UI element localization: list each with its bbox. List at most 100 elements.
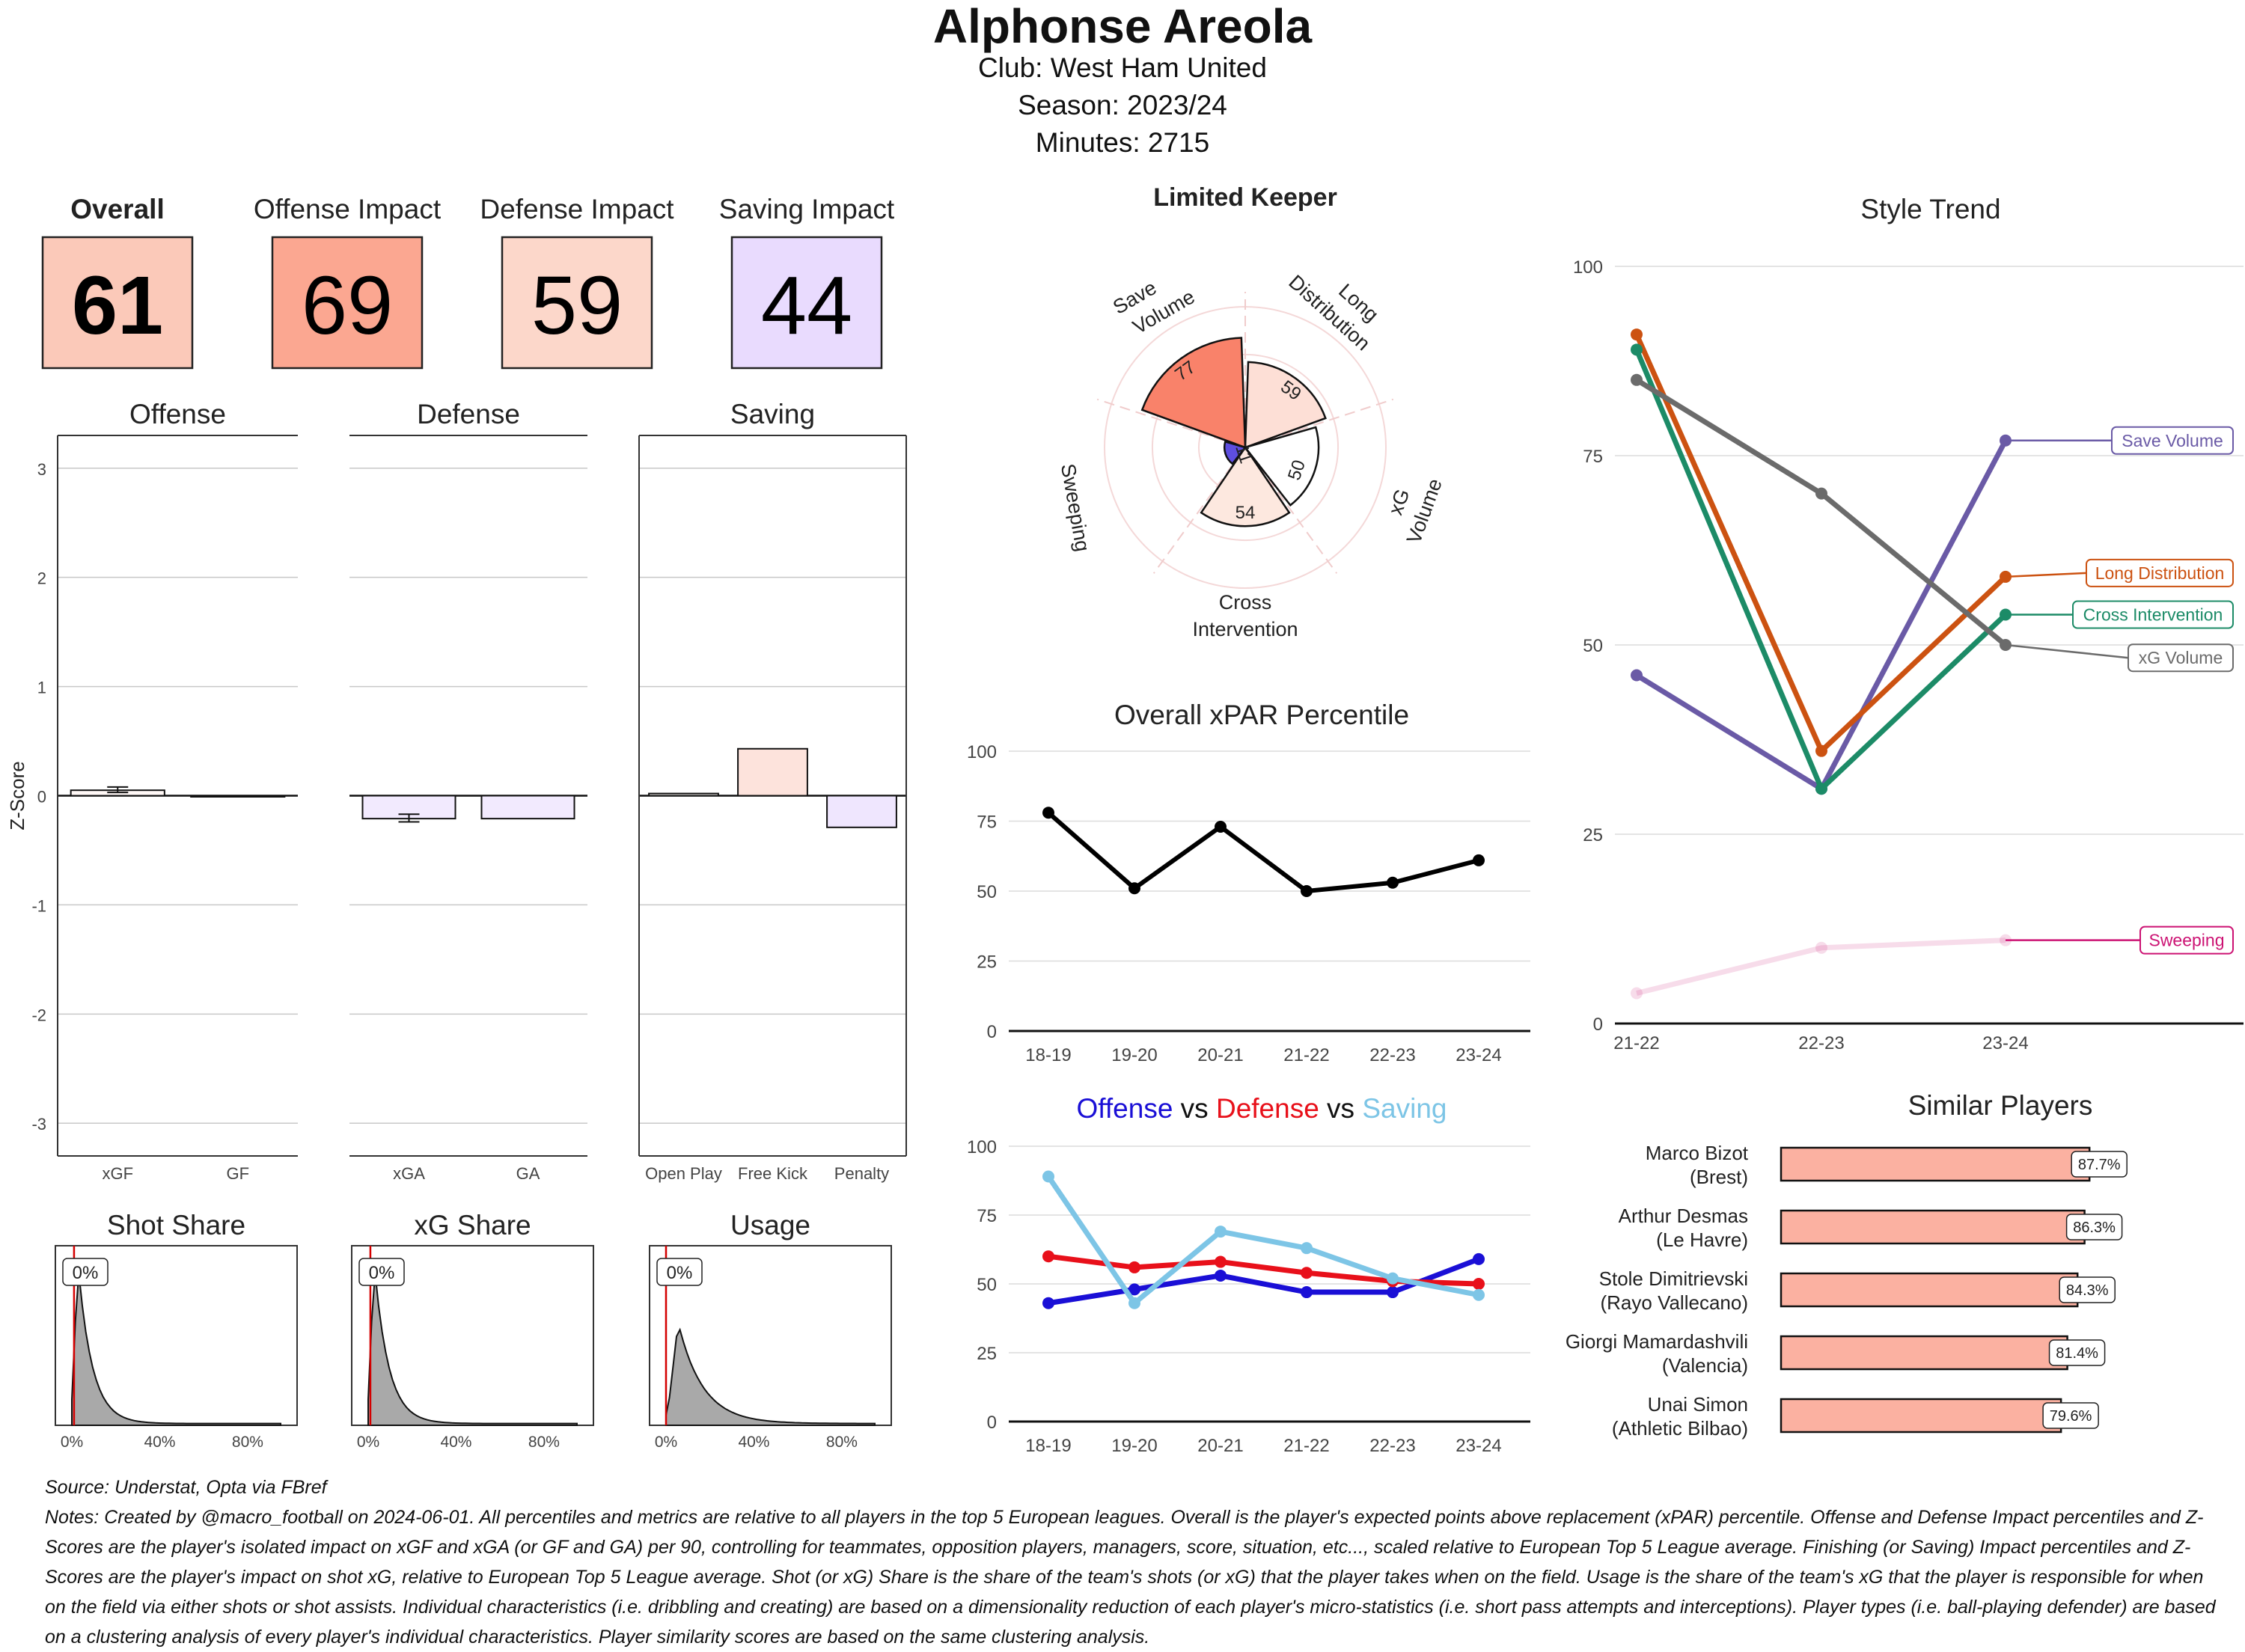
line-x-tick: 23-24 — [1456, 1436, 1501, 1456]
similar-title: Similar Players — [1908, 1090, 2093, 1121]
score-label: Offense Impact — [254, 194, 442, 224]
line-x-tick: 20-21 — [1197, 1045, 1243, 1065]
radar-axis-label: Cross Intervention — [1192, 591, 1298, 640]
score-value: 59 — [531, 260, 623, 352]
ovd-title-part: Defense — [1209, 1093, 1319, 1124]
ovd-point — [1473, 1278, 1485, 1290]
radar-axis-word: Intervention — [1192, 618, 1298, 640]
style-series-label: Save Volume — [2122, 431, 2223, 450]
density-label-box — [656, 1258, 703, 1286]
ovd-point — [1301, 1286, 1313, 1299]
density-label-box — [358, 1258, 405, 1286]
similar-label: 81.4% — [2056, 1345, 2098, 1362]
ovd-title-part: Offense — [1077, 1093, 1173, 1124]
methodology-notes: Notes: Created by @macro_football on 202… — [45, 1507, 2216, 1648]
xpar-point — [1473, 854, 1485, 866]
line-y-tick: 0 — [987, 1022, 997, 1042]
ovd-point — [1301, 1267, 1313, 1279]
radar-value: 54 — [1235, 503, 1256, 523]
density-tick: 0% — [61, 1434, 83, 1451]
similar-player-club: (Athletic Bilbao) — [1612, 1417, 1748, 1440]
density-curve — [71, 1273, 281, 1426]
z-panel-title: Saving — [730, 399, 815, 429]
ovd-point — [1473, 1288, 1485, 1301]
radar-axis-word: Cross — [1219, 591, 1272, 614]
similar-label-box — [2042, 1402, 2099, 1429]
style-label-box — [2139, 926, 2234, 955]
line-y-tick: 100 — [967, 1137, 997, 1157]
ovd-title: Offense vs Defense vs Saving — [1077, 1093, 1447, 1124]
similar-label: 87.7% — [2078, 1157, 2121, 1173]
player-name: Alphonse Areola — [932, 0, 1313, 53]
club-line: Club: West Ham United — [978, 52, 1267, 83]
density-tick: 0% — [357, 1434, 379, 1451]
line-x-tick: 18-19 — [1025, 1436, 1071, 1456]
z-tick-label: 1 — [37, 679, 46, 697]
similar-label: 86.3% — [2073, 1220, 2116, 1236]
z-tick-label: 3 — [37, 460, 46, 479]
ovd-line — [1046, 1175, 1479, 1307]
style-label-leader — [2005, 572, 2087, 578]
ovd-point — [1387, 1286, 1399, 1299]
style-point — [1631, 373, 1643, 386]
z-bar — [648, 792, 719, 797]
style-y-tick: 100 — [1573, 257, 1603, 278]
radar-title: Limited Keeper — [1153, 183, 1337, 212]
density-tick: 80% — [232, 1434, 263, 1451]
style-y-tick: 0 — [1593, 1015, 1603, 1035]
style-point — [1631, 343, 1643, 356]
similar-player-club: (Le Havre) — [1656, 1229, 1748, 1251]
line-x-tick: 21-22 — [1283, 1045, 1329, 1065]
z-panel-title: Defense — [417, 399, 520, 429]
style-x-tick: 22-23 — [1798, 1033, 1844, 1053]
radar-wedge — [1223, 440, 1247, 465]
line-y-tick: 75 — [977, 813, 997, 833]
style-y-tick: 50 — [1583, 636, 1603, 656]
ovd-point — [1128, 1297, 1140, 1309]
ovd-point — [1301, 1242, 1313, 1255]
score-box — [730, 236, 883, 370]
density-title: Shot Share — [107, 1210, 245, 1240]
similar-player-name: Arthur Desmas — [1619, 1205, 1748, 1227]
style-point — [1631, 987, 1643, 1000]
score-label: Saving Impact — [719, 194, 895, 224]
style-series-label: Long Distribution — [2095, 563, 2225, 583]
density-label-box — [62, 1258, 109, 1286]
style-x-tick: 21-22 — [1613, 1033, 1659, 1053]
line-y-tick: 0 — [987, 1413, 997, 1433]
radar-wedge — [1200, 445, 1291, 527]
z-bar — [737, 747, 808, 797]
radar-spoke — [1257, 465, 1338, 574]
density-tick: 0% — [655, 1434, 677, 1451]
minutes-line: Minutes: 2715 — [1035, 127, 1210, 158]
radar-spoke — [1152, 465, 1233, 574]
ovd-title-part: Saving — [1354, 1093, 1447, 1124]
radar-wedge — [1140, 337, 1247, 449]
similar-label-box — [2065, 1214, 2123, 1240]
score-box — [41, 236, 194, 370]
style-point — [1815, 487, 1827, 500]
similar-player-club: (Valencia) — [1662, 1354, 1748, 1377]
z-tick-label: -3 — [31, 1115, 46, 1134]
density-title: Usage — [730, 1210, 810, 1240]
similar-player-club: (Brest) — [1690, 1166, 1748, 1188]
density-label: 0% — [667, 1263, 693, 1283]
ovd-point — [1215, 1255, 1227, 1268]
style-series-label: xG Volume — [2139, 648, 2223, 667]
ovd-point — [1042, 1297, 1054, 1309]
density-label: 0% — [369, 1263, 395, 1283]
density-tick: 40% — [440, 1434, 471, 1451]
radar-wedge — [1244, 361, 1327, 449]
z-category-label: Penalty — [834, 1164, 889, 1183]
radar-wedge — [1243, 426, 1320, 507]
style-series-label: Cross Intervention — [2083, 605, 2223, 625]
xpar-point — [1128, 882, 1140, 895]
style-y-tick: 25 — [1583, 825, 1603, 845]
charts-canvas: Overall 61 Offense Impact 69 Defense Impact 5… — [6, 183, 2244, 1456]
density-tick: 80% — [826, 1434, 858, 1451]
score-box — [501, 236, 653, 370]
line-x-tick: 20-21 — [1197, 1436, 1243, 1456]
xpar-title: Overall xPAR Percentile — [1114, 700, 1409, 730]
